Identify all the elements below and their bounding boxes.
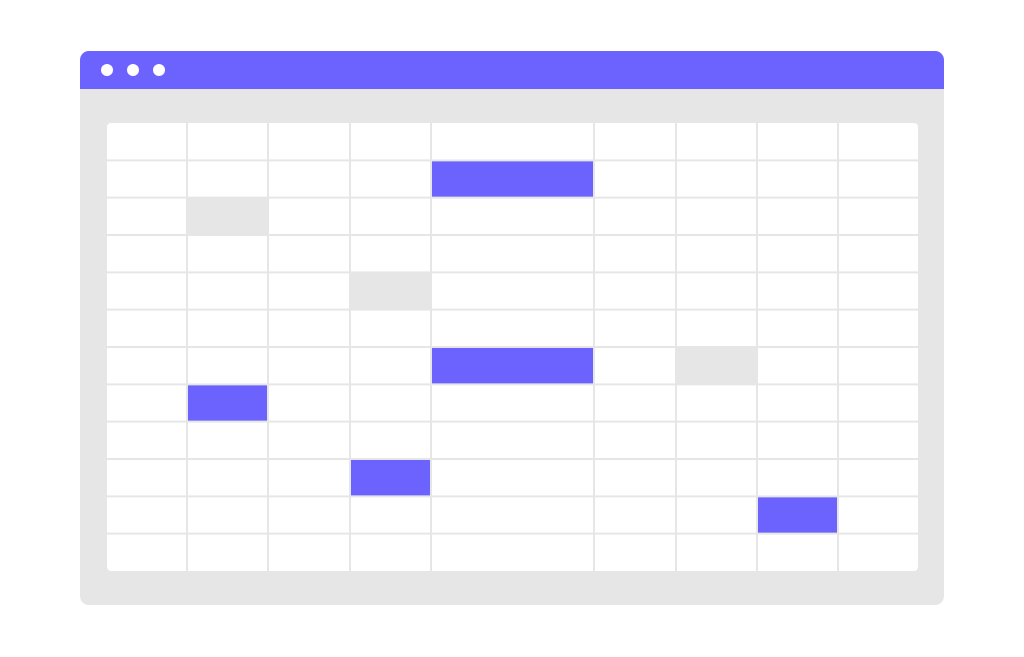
window-dot <box>101 64 113 76</box>
highlighted-cell <box>431 160 594 198</box>
highlighted-cell <box>350 272 431 310</box>
highlighted-cell <box>187 384 268 422</box>
highlighted-cell <box>757 496 838 534</box>
title-bar <box>80 51 944 89</box>
window-dot <box>127 64 139 76</box>
highlighted-cells <box>187 160 838 534</box>
highlighted-cell <box>350 459 431 497</box>
window-dot <box>153 64 165 76</box>
highlighted-cell <box>187 197 268 235</box>
grid-lines <box>107 123 918 571</box>
highlighted-cell <box>431 347 594 385</box>
highlighted-cell <box>676 347 757 385</box>
